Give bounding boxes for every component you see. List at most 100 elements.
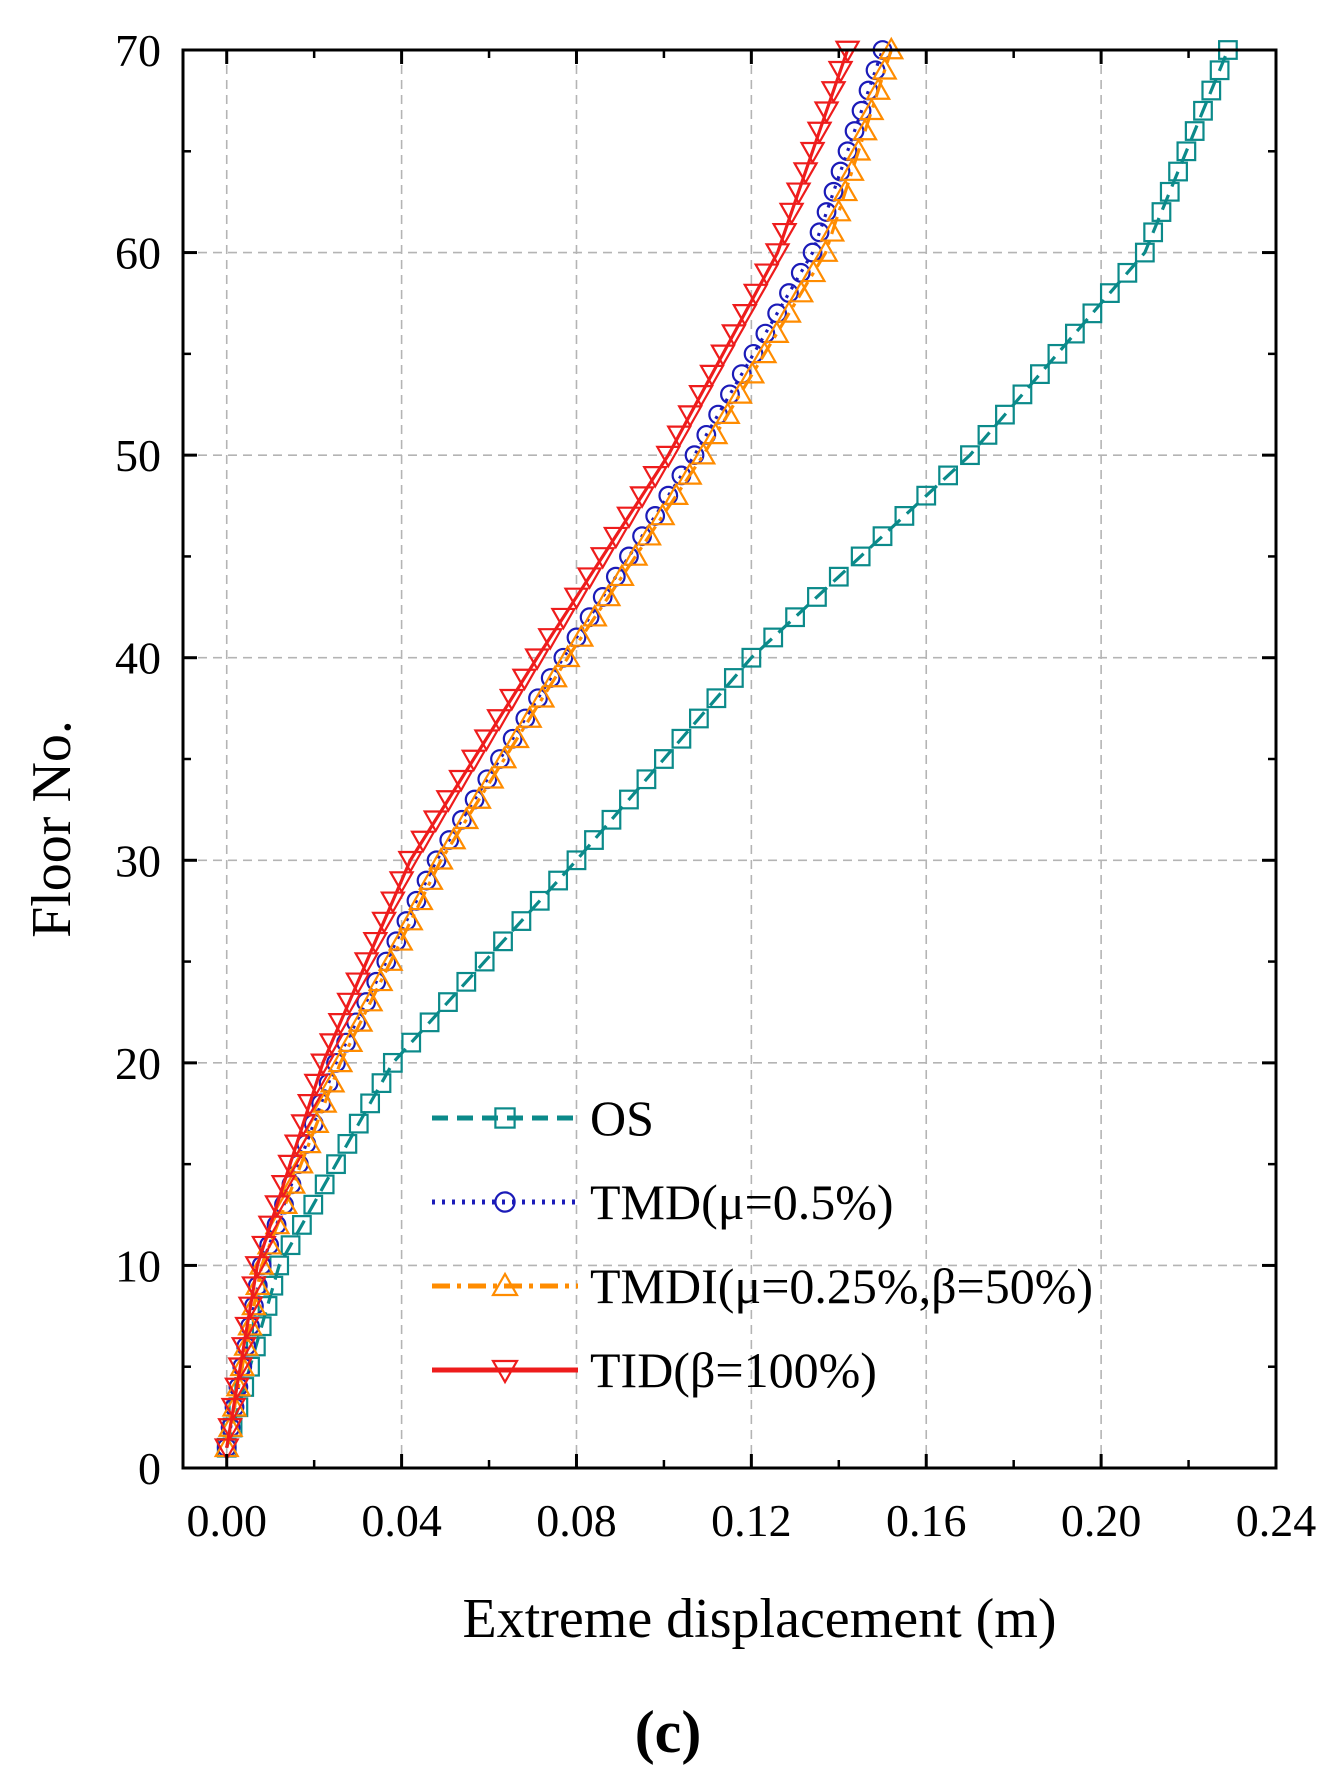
data-point [710, 344, 736, 368]
data-point [872, 526, 893, 547]
data-point [799, 141, 826, 165]
data-point [460, 749, 487, 773]
data-point [280, 1171, 307, 1194]
data-point [1151, 202, 1172, 222]
data-point [438, 992, 458, 1012]
y-axis-title: Floor No. [21, 720, 83, 938]
data-point [839, 158, 865, 181]
data-point [819, 219, 846, 242]
axis-ticks [183, 48, 1278, 1470]
data-point [602, 526, 629, 550]
data-point [960, 445, 980, 466]
data-point [303, 1073, 330, 1097]
data-point [292, 1215, 312, 1235]
tick-labels: 0.00 0.04 0.08 0.12 0.16 0.20 0.24 0 10 20 30 40 50 6… [115, 25, 1316, 1546]
data-point [581, 603, 608, 627]
data-point [566, 850, 587, 871]
data-point [360, 1093, 381, 1114]
data-point [397, 850, 424, 874]
data-point [894, 506, 915, 526]
data-point [337, 1029, 364, 1052]
x-tick-label: 0.12 [711, 1495, 792, 1546]
data-point [466, 786, 492, 809]
data-point [649, 502, 676, 526]
grid-lines [183, 50, 1276, 1468]
data-point [636, 522, 662, 546]
data-point [776, 300, 802, 323]
data-point [353, 952, 380, 975]
data-point [554, 644, 581, 668]
data-point [1184, 121, 1205, 141]
legend-marker [494, 1107, 516, 1129]
x-tick-label: 0.08 [536, 1495, 617, 1546]
data-point [720, 324, 747, 347]
legend-label: TMDI(μ=0.25%,β=50%) [590, 1258, 1093, 1314]
data-point [288, 1150, 314, 1174]
data-point [813, 101, 840, 124]
data-point [731, 303, 758, 327]
data-point [397, 907, 424, 931]
data-point [379, 891, 406, 915]
data-point [865, 77, 892, 100]
data-point [655, 445, 682, 469]
data-point [723, 668, 744, 688]
data-point [473, 729, 500, 752]
data-point [224, 1377, 250, 1401]
data-point [1168, 161, 1188, 182]
data-point [642, 466, 669, 489]
data-point [428, 847, 454, 870]
data-point [234, 1316, 261, 1340]
data-point [785, 182, 812, 206]
series-os [216, 40, 1238, 1458]
data-point [699, 364, 725, 388]
data-point [739, 360, 766, 384]
data-point [727, 381, 753, 404]
legend-label: TMD(μ=0.5%) [590, 1174, 894, 1230]
data-point [938, 465, 958, 486]
data-point [478, 766, 505, 789]
data-point [563, 587, 590, 611]
x-tick-label: 0.20 [1061, 1495, 1142, 1546]
data-point [785, 607, 805, 628]
data-point [250, 1235, 277, 1259]
data-point [753, 263, 780, 287]
data-point [1159, 181, 1180, 202]
data-point [337, 1133, 358, 1154]
data-point [537, 628, 564, 651]
legend-item-os: OS [432, 1090, 654, 1146]
data-point [296, 1094, 323, 1117]
data-point [347, 1009, 374, 1032]
data-point [241, 1292, 267, 1316]
data-point [237, 1296, 264, 1320]
legend-label: OS [590, 1090, 654, 1146]
data-point [362, 931, 389, 955]
x-tick-label: 0.00 [186, 1495, 267, 1546]
legend-marker [494, 1191, 516, 1213]
data-point [290, 1114, 317, 1137]
y-tick-label: 60 [115, 228, 161, 279]
data-point [827, 60, 854, 84]
data-point [486, 709, 512, 732]
y-tick-label: 40 [115, 633, 161, 684]
legend-item-tid: TID(β=100%) [432, 1342, 877, 1398]
legend-marker [491, 1271, 519, 1297]
data-point [220, 1397, 247, 1421]
data-point [511, 668, 538, 692]
data-point [1201, 80, 1222, 101]
data-point [474, 951, 495, 972]
series-line-tid [225, 49, 850, 1449]
data-point [871, 57, 898, 80]
data-point [272, 1191, 299, 1215]
data-point [244, 1272, 271, 1296]
data-point [800, 259, 827, 283]
plot-frame [181, 48, 1278, 1470]
data-point [850, 546, 871, 567]
data-point [629, 486, 655, 509]
data-point [417, 867, 444, 890]
data-point [318, 1033, 345, 1056]
data-point [244, 1256, 271, 1279]
data-point [448, 769, 474, 793]
legend: OS TMD(μ=0.5%) TMDI(μ=0.25%,β=50%) TID(β=10… [432, 1090, 1093, 1398]
data-point [1143, 222, 1164, 243]
data-point [741, 647, 762, 668]
